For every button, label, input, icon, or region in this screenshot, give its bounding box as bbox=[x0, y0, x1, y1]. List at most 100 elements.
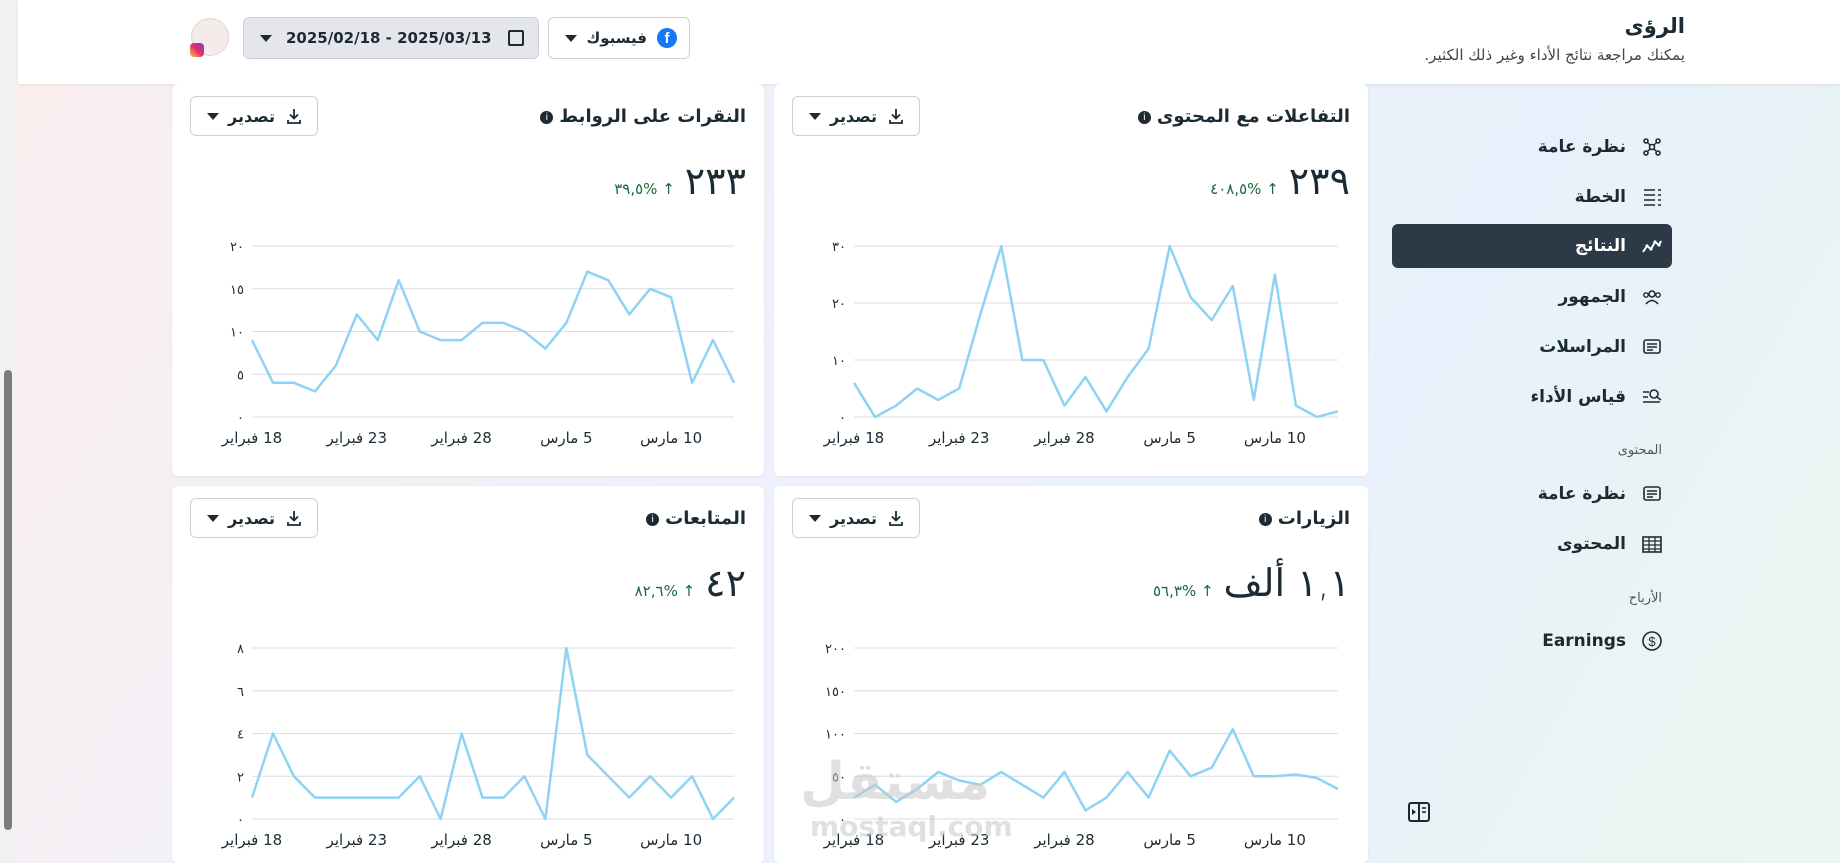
export-button[interactable]: تصدير bbox=[792, 96, 920, 136]
data-point[interactable] bbox=[459, 731, 465, 737]
data-point[interactable] bbox=[1082, 807, 1088, 813]
data-point[interactable] bbox=[1251, 773, 1257, 779]
data-point[interactable] bbox=[480, 795, 486, 801]
data-point[interactable] bbox=[1209, 765, 1215, 771]
data-point[interactable] bbox=[563, 320, 569, 326]
data-point[interactable] bbox=[375, 795, 381, 801]
data-point[interactable] bbox=[851, 380, 857, 386]
data-point[interactable] bbox=[1293, 403, 1299, 409]
data-point[interactable] bbox=[270, 731, 276, 737]
data-point[interactable] bbox=[438, 816, 444, 822]
data-point[interactable] bbox=[1019, 782, 1025, 788]
data-point[interactable] bbox=[647, 773, 653, 779]
data-point[interactable] bbox=[977, 782, 983, 788]
data-point[interactable] bbox=[998, 243, 1004, 249]
data-point[interactable] bbox=[584, 752, 590, 758]
data-point[interactable] bbox=[459, 337, 465, 343]
data-point[interactable] bbox=[1125, 374, 1131, 380]
data-point[interactable] bbox=[647, 286, 653, 292]
data-point[interactable] bbox=[710, 816, 716, 822]
data-point[interactable] bbox=[312, 795, 318, 801]
data-point[interactable] bbox=[1104, 408, 1110, 414]
data-point[interactable] bbox=[249, 337, 255, 343]
data-point[interactable] bbox=[542, 816, 548, 822]
data-point[interactable] bbox=[1272, 272, 1278, 278]
export-button[interactable]: تصدير bbox=[792, 498, 920, 538]
data-point[interactable] bbox=[396, 795, 402, 801]
data-point[interactable] bbox=[1314, 775, 1320, 781]
export-button[interactable]: تصدير bbox=[190, 96, 318, 136]
sidebar-item-main-1[interactable]: الخطة bbox=[1392, 175, 1672, 219]
data-point[interactable] bbox=[1019, 357, 1025, 363]
sidebar-item-main-2[interactable]: النتائج bbox=[1392, 224, 1672, 268]
sidebar-item-monetization-0[interactable]: $ Earnings bbox=[1392, 619, 1672, 663]
data-point[interactable] bbox=[605, 773, 611, 779]
data-point[interactable] bbox=[956, 778, 962, 784]
data-point[interactable] bbox=[438, 337, 444, 343]
data-point[interactable] bbox=[626, 795, 632, 801]
data-point[interactable] bbox=[354, 795, 360, 801]
data-point[interactable] bbox=[1188, 294, 1194, 300]
data-point[interactable] bbox=[1335, 408, 1341, 414]
platform-dropdown[interactable]: f فيسبوك bbox=[548, 17, 690, 59]
data-point[interactable] bbox=[872, 782, 878, 788]
data-point[interactable] bbox=[1082, 374, 1088, 380]
data-point[interactable] bbox=[956, 386, 962, 392]
data-point[interactable] bbox=[1209, 317, 1215, 323]
date-range-picker[interactable]: 2025/02/18 - 2025/03/13 bbox=[243, 17, 539, 59]
info-icon[interactable]: i bbox=[646, 513, 660, 526]
data-point[interactable] bbox=[668, 795, 674, 801]
data-point[interactable] bbox=[872, 414, 878, 420]
data-point[interactable] bbox=[563, 645, 569, 651]
data-point[interactable] bbox=[1040, 795, 1046, 801]
data-point[interactable] bbox=[1061, 769, 1067, 775]
data-point[interactable] bbox=[1040, 357, 1046, 363]
data-point[interactable] bbox=[1146, 795, 1152, 801]
data-point[interactable] bbox=[417, 773, 423, 779]
data-point[interactable] bbox=[977, 311, 983, 317]
data-point[interactable] bbox=[542, 346, 548, 352]
info-icon[interactable]: i bbox=[1258, 513, 1272, 526]
data-point[interactable] bbox=[893, 403, 899, 409]
data-point[interactable] bbox=[689, 380, 695, 386]
scrollbar-thumb[interactable] bbox=[4, 370, 12, 830]
data-point[interactable] bbox=[1104, 795, 1110, 801]
sidebar-item-main-3[interactable]: الجمهور bbox=[1392, 275, 1672, 319]
data-point[interactable] bbox=[1188, 773, 1194, 779]
data-point[interactable] bbox=[710, 337, 716, 343]
data-point[interactable] bbox=[935, 769, 941, 775]
data-point[interactable] bbox=[1230, 726, 1236, 732]
data-point[interactable] bbox=[480, 320, 486, 326]
data-point[interactable] bbox=[668, 294, 674, 300]
data-point[interactable] bbox=[396, 277, 402, 283]
data-point[interactable] bbox=[1293, 772, 1299, 778]
data-point[interactable] bbox=[333, 363, 339, 369]
sidebar-item-content-0[interactable]: نظرة عامة bbox=[1392, 472, 1672, 516]
data-point[interactable] bbox=[500, 320, 506, 326]
data-point[interactable] bbox=[1167, 243, 1173, 249]
data-point[interactable] bbox=[584, 269, 590, 275]
info-icon[interactable]: i bbox=[540, 111, 554, 124]
data-point[interactable] bbox=[914, 386, 920, 392]
data-point[interactable] bbox=[1272, 773, 1278, 779]
data-point[interactable] bbox=[605, 277, 611, 283]
data-point[interactable] bbox=[998, 769, 1004, 775]
data-point[interactable] bbox=[375, 337, 381, 343]
data-point[interactable] bbox=[270, 380, 276, 386]
sidebar-item-content-1[interactable]: المحتوى bbox=[1392, 522, 1672, 566]
sidebar-item-main-5[interactable]: قياس الأداء bbox=[1392, 375, 1672, 419]
data-point[interactable] bbox=[626, 311, 632, 317]
data-point[interactable] bbox=[521, 329, 527, 335]
data-point[interactable] bbox=[1251, 397, 1257, 403]
data-point[interactable] bbox=[731, 380, 737, 386]
data-point[interactable] bbox=[935, 397, 941, 403]
data-point[interactable] bbox=[731, 795, 737, 801]
data-point[interactable] bbox=[1167, 748, 1173, 754]
data-point[interactable] bbox=[1314, 414, 1320, 420]
data-point[interactable] bbox=[521, 773, 527, 779]
data-point[interactable] bbox=[354, 311, 360, 317]
data-point[interactable] bbox=[291, 773, 297, 779]
export-button[interactable]: تصدير bbox=[190, 498, 318, 538]
data-point[interactable] bbox=[333, 795, 339, 801]
data-point[interactable] bbox=[1125, 769, 1131, 775]
